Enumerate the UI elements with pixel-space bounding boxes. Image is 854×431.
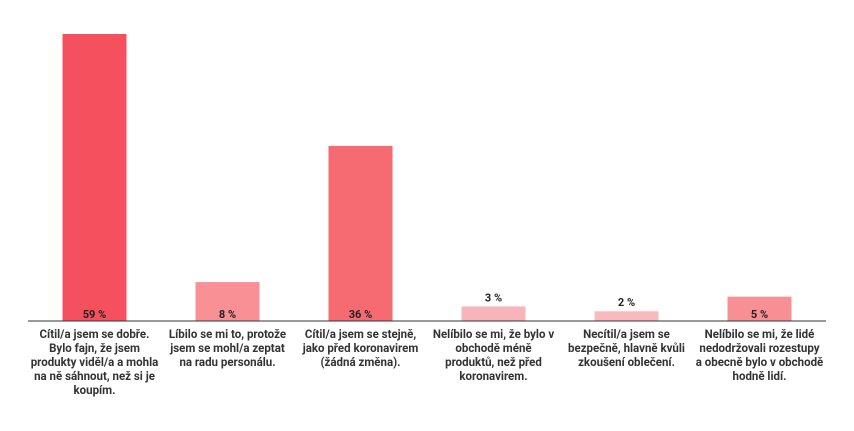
bar [62, 34, 127, 321]
x-tick-label: Cítil/a jsem se dobře. Bylo fajn, že jse… [30, 327, 159, 397]
x-tick-label: Nelíbilo se mi, že bylo v obchodě méně p… [432, 327, 555, 383]
bar [594, 311, 659, 321]
bar [461, 306, 526, 321]
value-label: 36 % [349, 308, 373, 321]
value-label: 8 % [219, 308, 236, 321]
value-label: 3 % [485, 291, 502, 304]
bar [328, 145, 393, 321]
x-tick-label: Líbilo se mi to, protože jsem se mohl/a … [168, 327, 287, 369]
x-tick-label: Necítil/a jsem se bezpečně, hlavně kvůli… [568, 327, 685, 369]
bar [727, 296, 792, 321]
x-tick-label: Nelíbilo se mi, že lidé nedodržovali roz… [695, 327, 824, 383]
value-label: 59 % [83, 308, 107, 321]
bar [195, 282, 260, 321]
x-tick-label: Cítil/a jsem se stejně, jako před korona… [302, 327, 419, 369]
value-label: 2 % [618, 296, 635, 309]
value-label: 5 % [751, 308, 768, 321]
